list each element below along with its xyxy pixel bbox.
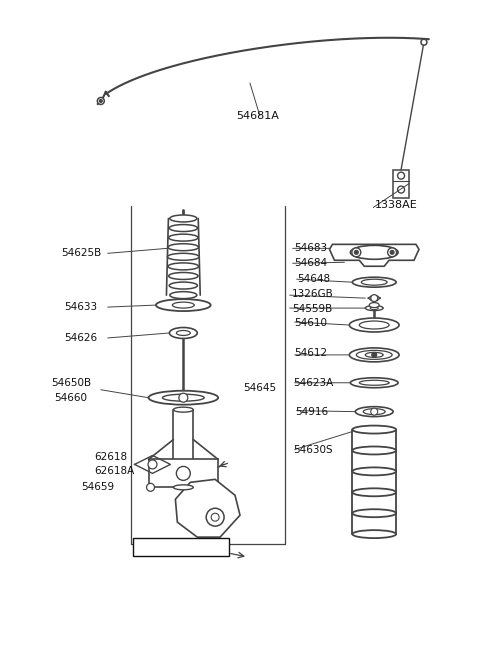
Circle shape — [354, 250, 358, 254]
Ellipse shape — [168, 272, 198, 280]
Text: 54633: 54633 — [64, 302, 97, 312]
FancyBboxPatch shape — [132, 538, 229, 556]
Ellipse shape — [148, 391, 218, 405]
Ellipse shape — [370, 307, 378, 310]
Circle shape — [397, 186, 405, 193]
Circle shape — [421, 39, 427, 45]
Ellipse shape — [352, 426, 396, 434]
Ellipse shape — [173, 407, 193, 412]
Text: 54916: 54916 — [296, 407, 329, 417]
Polygon shape — [329, 244, 419, 267]
Ellipse shape — [168, 263, 199, 270]
Circle shape — [176, 466, 190, 480]
Ellipse shape — [172, 302, 194, 308]
Text: 54610: 54610 — [295, 318, 328, 328]
Ellipse shape — [168, 234, 198, 241]
Text: REF.50-517: REF.50-517 — [148, 542, 213, 552]
Text: 54625B: 54625B — [61, 248, 101, 258]
Circle shape — [372, 352, 377, 358]
Text: 1338AE: 1338AE — [375, 200, 418, 210]
Ellipse shape — [176, 331, 190, 335]
Ellipse shape — [360, 321, 389, 329]
Ellipse shape — [355, 407, 393, 417]
Ellipse shape — [352, 468, 396, 476]
Ellipse shape — [361, 279, 387, 285]
Text: 54659: 54659 — [81, 482, 114, 493]
Circle shape — [352, 248, 361, 257]
FancyBboxPatch shape — [173, 409, 193, 487]
Ellipse shape — [352, 509, 396, 517]
Circle shape — [390, 250, 394, 254]
Circle shape — [371, 408, 378, 415]
Circle shape — [148, 460, 157, 469]
Ellipse shape — [170, 215, 197, 222]
Text: 54630S: 54630S — [293, 445, 332, 455]
Text: 54559B: 54559B — [292, 304, 332, 314]
Ellipse shape — [349, 348, 399, 362]
Text: 62618A: 62618A — [94, 466, 134, 476]
Ellipse shape — [169, 328, 197, 339]
Text: 54650B: 54650B — [51, 378, 91, 388]
Circle shape — [179, 393, 188, 402]
Circle shape — [388, 248, 396, 257]
Ellipse shape — [352, 277, 396, 287]
Ellipse shape — [350, 246, 398, 259]
Circle shape — [211, 514, 219, 521]
Ellipse shape — [363, 409, 385, 415]
Ellipse shape — [173, 485, 193, 490]
FancyBboxPatch shape — [148, 459, 218, 487]
Ellipse shape — [365, 352, 383, 358]
Ellipse shape — [356, 350, 392, 360]
Text: 54612: 54612 — [295, 348, 328, 358]
Circle shape — [146, 483, 155, 491]
Circle shape — [206, 508, 224, 526]
Ellipse shape — [156, 299, 211, 311]
Circle shape — [371, 295, 378, 301]
Text: 54648: 54648 — [298, 274, 331, 284]
Ellipse shape — [369, 303, 379, 308]
Ellipse shape — [349, 318, 399, 332]
Text: 54683: 54683 — [295, 244, 328, 253]
Circle shape — [397, 172, 405, 179]
Ellipse shape — [360, 381, 389, 385]
Ellipse shape — [350, 378, 398, 388]
Circle shape — [97, 98, 104, 104]
FancyBboxPatch shape — [393, 170, 409, 198]
Ellipse shape — [352, 530, 396, 538]
Text: 62618: 62618 — [94, 453, 127, 462]
Polygon shape — [175, 479, 240, 537]
Ellipse shape — [352, 489, 396, 496]
Ellipse shape — [168, 244, 199, 251]
Circle shape — [99, 100, 102, 102]
Text: 54660: 54660 — [54, 393, 87, 403]
Ellipse shape — [170, 291, 197, 299]
Text: 54681A: 54681A — [236, 111, 279, 121]
Text: 54645: 54645 — [243, 383, 276, 393]
Ellipse shape — [169, 225, 197, 231]
Text: 54684: 54684 — [295, 258, 328, 269]
Ellipse shape — [162, 394, 204, 401]
Text: 1326GB: 1326GB — [292, 289, 334, 299]
Text: 54623A: 54623A — [294, 378, 334, 388]
Ellipse shape — [352, 447, 396, 455]
Text: 54626: 54626 — [64, 333, 97, 343]
Ellipse shape — [169, 282, 197, 289]
Ellipse shape — [365, 306, 383, 310]
Ellipse shape — [168, 253, 199, 260]
